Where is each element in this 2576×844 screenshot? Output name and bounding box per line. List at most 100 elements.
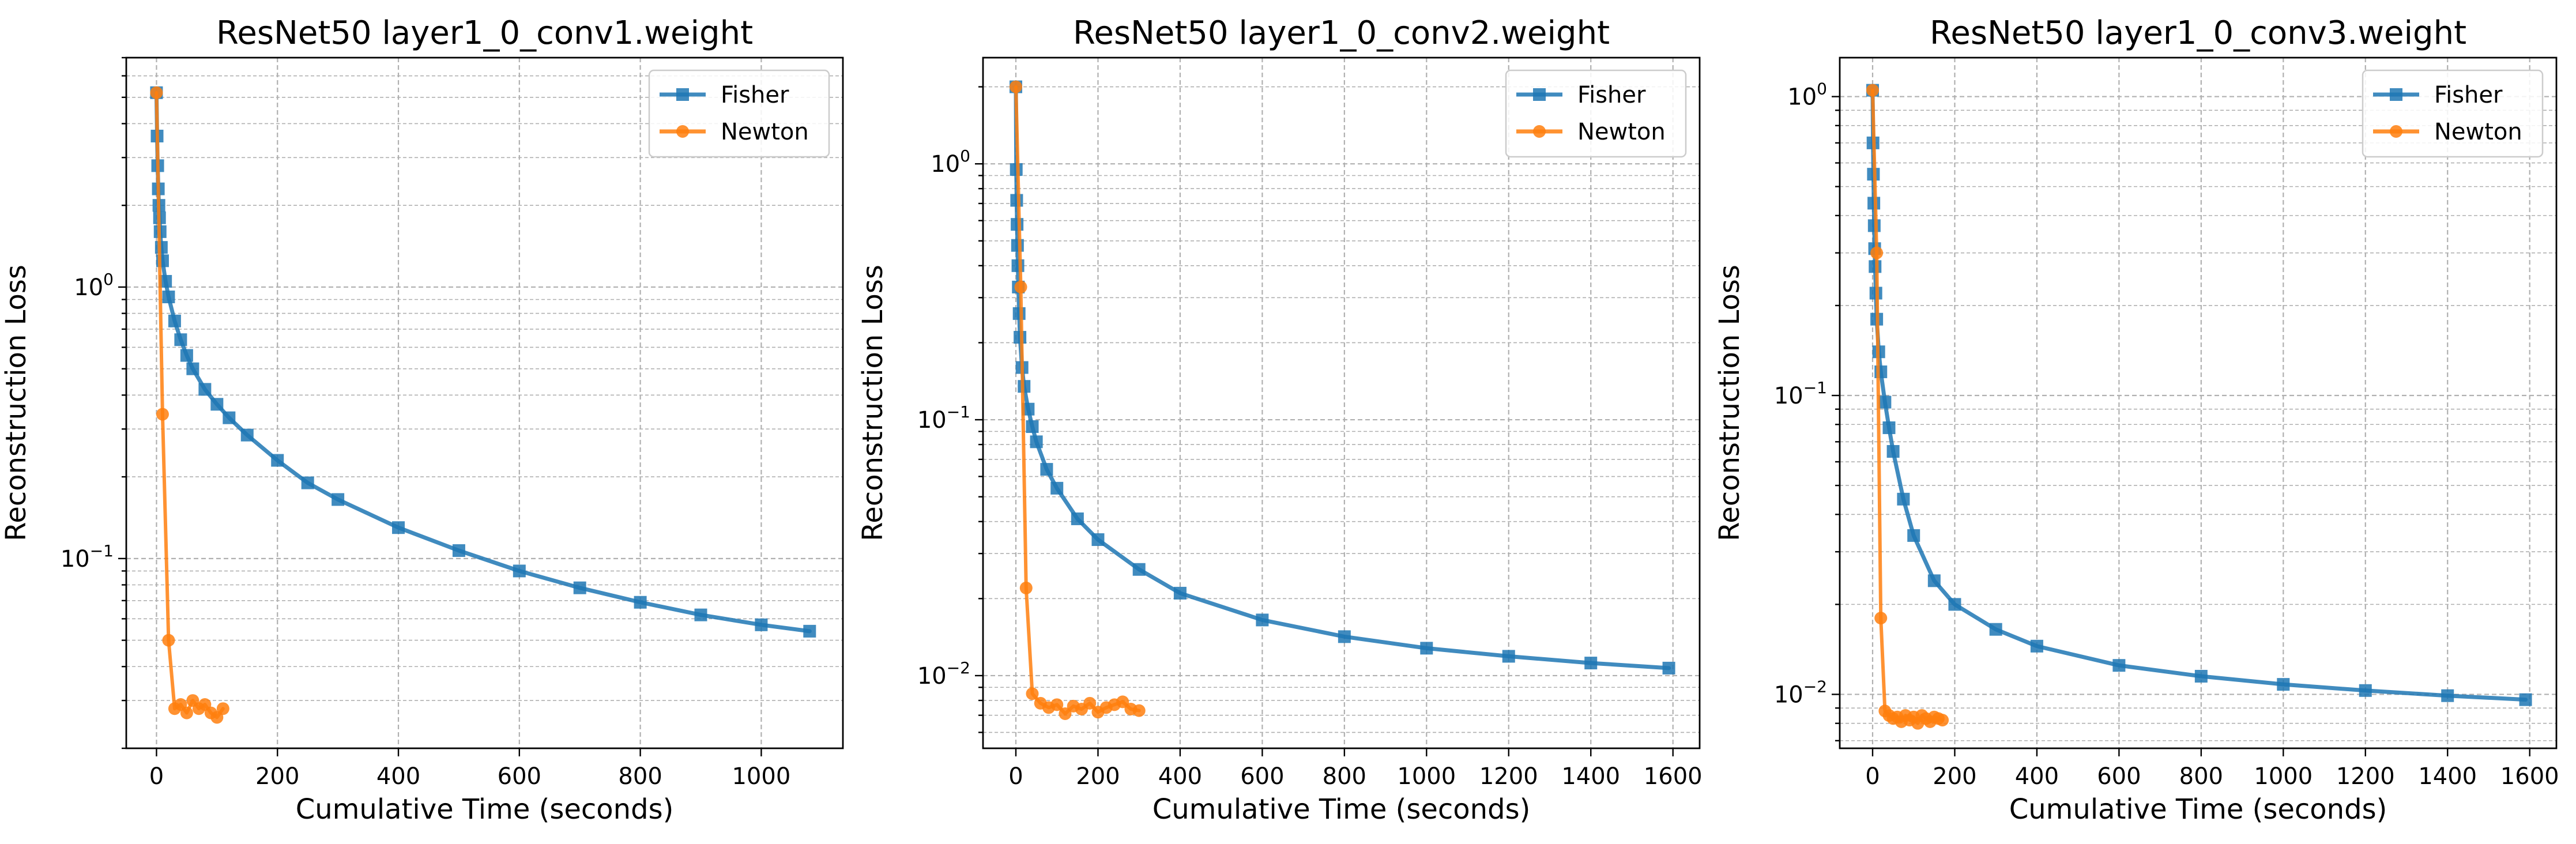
data-point-newton xyxy=(1026,687,1039,700)
data-point-fisher xyxy=(2519,693,2532,706)
data-point-newton xyxy=(1866,84,1879,97)
grid xyxy=(126,57,843,749)
y-tick-label: 100 xyxy=(931,146,970,178)
data-point-fisher xyxy=(2441,689,2454,702)
data-point-fisher xyxy=(1869,260,1882,273)
data-point-fisher xyxy=(1256,613,1269,627)
data-point-fisher xyxy=(1882,421,1896,434)
data-point-fisher xyxy=(1420,642,1433,655)
x-tick-label: 1000 xyxy=(732,763,790,790)
y-tick-label: 10−1 xyxy=(1774,378,1827,409)
data-point-fisher xyxy=(1026,420,1039,433)
y-tick-label: 100 xyxy=(74,270,114,301)
x-tick-label: 1600 xyxy=(1644,763,1703,790)
y-axis: 10−2 10−1 100 xyxy=(1774,80,1840,741)
data-point-fisher xyxy=(1989,623,2002,636)
data-point-fisher xyxy=(1502,650,1515,663)
data-point-fisher xyxy=(1022,402,1035,416)
x-tick-label: 0 xyxy=(1008,763,1023,790)
data-point-newton xyxy=(1132,704,1146,717)
series-fisher xyxy=(1866,84,2532,706)
data-point-fisher xyxy=(1584,657,1598,670)
series-newton xyxy=(150,86,229,724)
x-tick-label: 1600 xyxy=(2500,763,2559,790)
legend-box xyxy=(2362,69,2544,158)
data-point-newton xyxy=(180,706,193,719)
data-point-fisher xyxy=(240,428,254,442)
data-point-fisher xyxy=(1011,259,1025,272)
data-point-fisher xyxy=(162,291,175,304)
data-point-newton xyxy=(1019,581,1033,594)
data-point-fisher xyxy=(1662,661,1675,675)
data-point-fisher xyxy=(180,349,193,362)
data-point-fisher xyxy=(1040,463,1053,476)
y-tick-label: 10−1 xyxy=(917,402,970,434)
x-axis-label: Cumulative Time (seconds) xyxy=(1153,793,1531,826)
data-point-fisher xyxy=(2112,659,2126,672)
x-tick-label: 1000 xyxy=(1397,763,1456,790)
data-point-fisher xyxy=(210,398,224,411)
x-tick-label: 200 xyxy=(1076,763,1120,790)
chart-title: ResNet50 layer1_0_conv3.weight xyxy=(1930,14,2466,52)
data-point-fisher xyxy=(755,618,768,631)
x-tick-label: 1400 xyxy=(1561,763,1620,790)
data-point-fisher xyxy=(155,241,168,254)
data-point-newton xyxy=(1936,714,1949,727)
legend-marker-square xyxy=(2390,88,2402,101)
data-point-newton xyxy=(162,634,175,647)
data-point-fisher xyxy=(159,274,172,288)
data-point-newton xyxy=(1050,698,1064,711)
legend-item-newton: Newton xyxy=(660,119,809,145)
legend-label: Newton xyxy=(721,119,809,145)
data-point-fisher xyxy=(634,596,647,609)
legend-label: Newton xyxy=(2434,119,2522,145)
x-tick-label: 200 xyxy=(255,763,299,790)
data-point-fisher xyxy=(223,411,236,424)
grid xyxy=(1840,58,2556,748)
x-tick-label: 800 xyxy=(618,763,662,790)
series-fisher xyxy=(1009,80,1675,675)
y-axis-label: Reconstruction Loss xyxy=(1713,265,1746,541)
data-point-fisher xyxy=(168,314,181,327)
data-point-fisher xyxy=(1010,194,1023,207)
x-tick-label: 600 xyxy=(1240,763,1284,790)
x-tick-label: 800 xyxy=(1323,763,1366,790)
series-newton xyxy=(1009,80,1146,720)
x-tick-label: 400 xyxy=(2015,763,2059,790)
data-point-fisher xyxy=(174,333,187,346)
data-point-fisher xyxy=(1011,218,1024,231)
data-point-fisher xyxy=(1030,435,1043,449)
data-point-fisher xyxy=(1927,574,1941,587)
legend-item-fisher: Fisher xyxy=(1516,82,1646,108)
chart-title: ResNet50 layer1_0_conv1.weight xyxy=(216,14,753,52)
data-point-fisher xyxy=(1907,529,1920,542)
data-point-fisher xyxy=(1012,307,1026,320)
chart-panel-3: 0 200 400 600 800 1000 1200 1400 1600 10−2 10−1 100… xyxy=(1713,14,2559,826)
series-newton xyxy=(1866,84,1949,730)
x-tick-label: 400 xyxy=(376,763,420,790)
legend-label: Newton xyxy=(1577,119,1666,145)
data-point-newton xyxy=(1014,280,1027,293)
data-point-fisher xyxy=(1173,586,1187,600)
data-point-newton xyxy=(156,408,169,421)
legend-item-fisher: Fisher xyxy=(660,82,789,108)
data-point-fisher xyxy=(803,624,816,638)
y-axis: 10−2 10−1 100 xyxy=(917,86,983,733)
data-point-fisher xyxy=(1886,445,1900,458)
x-tick-label: 600 xyxy=(2097,763,2141,790)
data-point-newton xyxy=(1870,246,1884,259)
y-tick-label: 10−2 xyxy=(1774,677,1827,708)
data-point-newton xyxy=(1083,696,1097,710)
data-point-fisher xyxy=(694,608,707,621)
series-fisher xyxy=(150,86,816,638)
data-point-fisher xyxy=(1132,563,1146,576)
legend: Fisher Newton xyxy=(1505,69,1687,158)
x-axis: 0 200 400 600 800 1000 1200 1400 1600 xyxy=(1865,748,2559,790)
data-point-newton xyxy=(216,702,229,715)
data-point-fisher xyxy=(2030,639,2043,653)
legend: Fisher Newton xyxy=(2362,69,2544,158)
x-tick-label: 400 xyxy=(1158,763,1202,790)
legend-marker-square xyxy=(676,88,689,101)
x-axis-label: Cumulative Time (seconds) xyxy=(296,793,674,826)
legend: Fisher Newton xyxy=(648,69,830,158)
